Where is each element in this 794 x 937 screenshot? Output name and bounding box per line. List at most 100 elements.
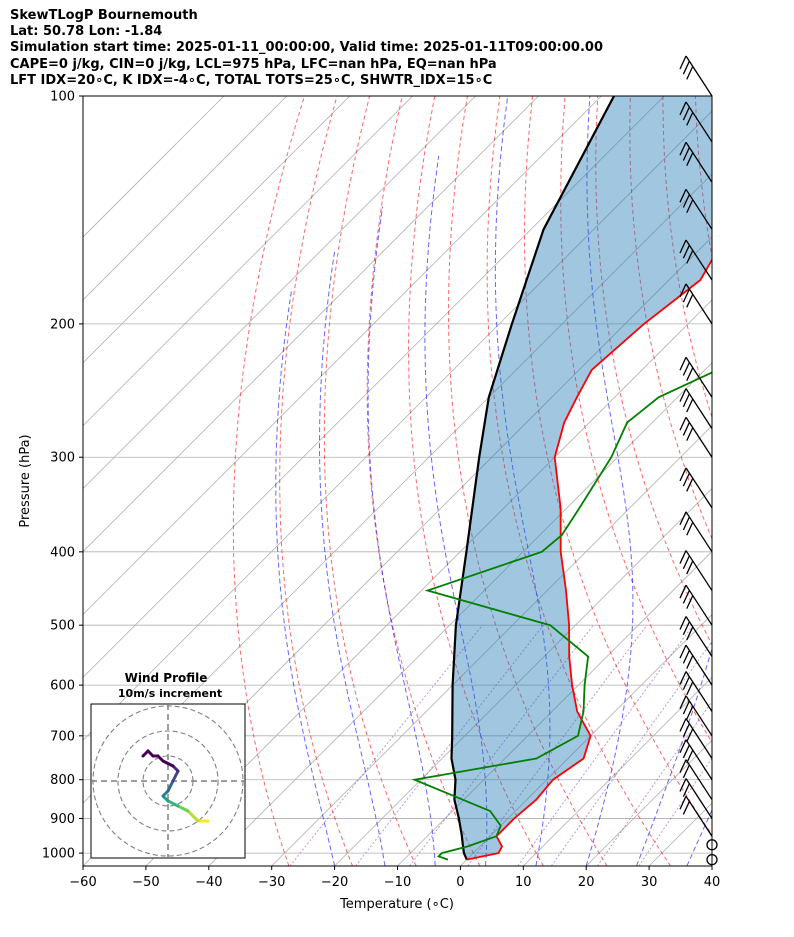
- barb-flag: [686, 705, 694, 720]
- wind-barb: [679, 795, 713, 837]
- dry-adiabat: [629, 96, 712, 540]
- barb-flag: [679, 101, 687, 116]
- barb-flag: [679, 739, 687, 754]
- y-axis-ticks: 100 200 300 400 500 600 700 800 900 1000: [42, 90, 83, 862]
- barb-flag: [686, 398, 694, 413]
- mixing-ratio-line: [517, 624, 694, 866]
- isotherm-line: [145, 299, 712, 866]
- mixing-ratio-line: [409, 624, 594, 866]
- wind-barb: [679, 188, 713, 230]
- dry-adiabat: [366, 96, 481, 866]
- barb-flag: [679, 795, 687, 810]
- barb-flag: [686, 427, 694, 441]
- barb-flag: [686, 250, 694, 264]
- wind-barb: [706, 853, 718, 866]
- barb-flag: [682, 590, 690, 604]
- y-tick-label: 300: [50, 451, 75, 466]
- wind-barb: [679, 644, 713, 686]
- wind-barb: [679, 467, 713, 509]
- barb-flag: [679, 718, 687, 732]
- x-tick-label: 0: [456, 875, 464, 890]
- hodograph-segment: [176, 804, 190, 813]
- cape-cin-shading: [451, 96, 712, 860]
- wind-barb: [679, 671, 713, 712]
- wind-barb: [679, 616, 713, 657]
- wind-barb: [679, 778, 713, 819]
- moist-adiabat: [636, 96, 712, 866]
- barb-flag: [686, 367, 694, 381]
- barb-flag: [686, 112, 694, 126]
- wind-barb: [679, 55, 713, 97]
- wind-barb: [679, 388, 713, 429]
- wind-barb: [679, 141, 713, 183]
- barb-flag: [682, 783, 690, 797]
- hodograph-segment: [166, 779, 175, 793]
- barb-flag: [682, 362, 690, 376]
- y-tick-label: 1000: [42, 847, 75, 862]
- title: SkewTLogP Bournemouth: [10, 8, 198, 23]
- barb-flag: [679, 141, 687, 156]
- y-tick-label: 900: [50, 812, 75, 827]
- isotherm-line: [523, 676, 712, 866]
- parcel-profile: [450, 96, 615, 861]
- barb-flag: [679, 388, 687, 402]
- isotherm-line: [208, 362, 712, 866]
- barb-flag: [679, 239, 687, 254]
- wind-barb: [679, 695, 713, 737]
- y-axis-label: Pressure (hPa): [18, 434, 33, 527]
- dry-adiabat: [232, 96, 305, 866]
- moist-adiabat: [367, 206, 436, 866]
- index-values: LFT IDX=20∘C, K IDX=-4∘C, TOTAL TOTS=25∘…: [10, 72, 493, 88]
- barb-flag: [686, 152, 694, 166]
- moist-adiabat: [318, 250, 386, 866]
- barb-flag: [679, 550, 687, 564]
- wind-barb: [679, 739, 713, 781]
- dry-adiabat: [560, 96, 712, 744]
- barb-staff: [685, 795, 713, 837]
- isotherm-line: [83, 96, 539, 553]
- hodograph-segment: [161, 759, 175, 768]
- barb-flag: [686, 521, 694, 536]
- x-tick-label: −60: [69, 875, 96, 890]
- inset-subtitle: 10m/s increment: [118, 687, 222, 700]
- barb-flag: [682, 700, 690, 715]
- x-tick-label: −20: [321, 875, 348, 890]
- barb-flag: [682, 472, 690, 487]
- wind-barbs: [679, 55, 718, 866]
- dry-adiabat: [408, 96, 544, 866]
- barb-flag: [682, 516, 690, 531]
- hodograph-ring: [117, 730, 219, 832]
- stability-indices: CAPE=0 j/kg, CIN=0 j/kg, LCL=975 hPa, LF…: [10, 56, 497, 72]
- location: Lat: 50.78 Lon: -1.84: [10, 24, 163, 40]
- barb-staff: [685, 644, 713, 686]
- barb-flag: [682, 244, 690, 259]
- barb-staff: [685, 695, 713, 737]
- barb-staff: [685, 356, 713, 398]
- barb-flag: [679, 695, 687, 710]
- simulation-time: Simulation start time: 2025-01-11_00:00:…: [10, 40, 603, 56]
- barb-flag: [686, 199, 694, 213]
- isotherm-line: [83, 96, 351, 364]
- barb-flag: [682, 555, 690, 570]
- x-tick-label: 30: [641, 875, 658, 890]
- barb-staff: [685, 416, 713, 458]
- barb-flag: [686, 681, 694, 696]
- moist-adiabats: [275, 96, 712, 866]
- wind-barb: [679, 416, 713, 458]
- barb-flag: [682, 621, 690, 636]
- dry-adiabat: [761, 96, 794, 866]
- wind-barb: [679, 550, 713, 591]
- y-tick-label: 700: [50, 729, 75, 744]
- x-tick-label: −40: [195, 875, 222, 890]
- barb-staff: [685, 141, 713, 183]
- barb-staff: [685, 283, 713, 325]
- calm-circle: [706, 853, 718, 866]
- wind-barb: [679, 511, 713, 553]
- hodograph-segment: [166, 799, 180, 808]
- isotherm-line: [397, 550, 712, 866]
- barb-flag: [679, 511, 687, 526]
- barb-flag: [686, 655, 694, 669]
- mixing-ratio-line: [467, 624, 648, 866]
- barb-staff: [685, 55, 713, 97]
- barb-staff: [685, 739, 713, 781]
